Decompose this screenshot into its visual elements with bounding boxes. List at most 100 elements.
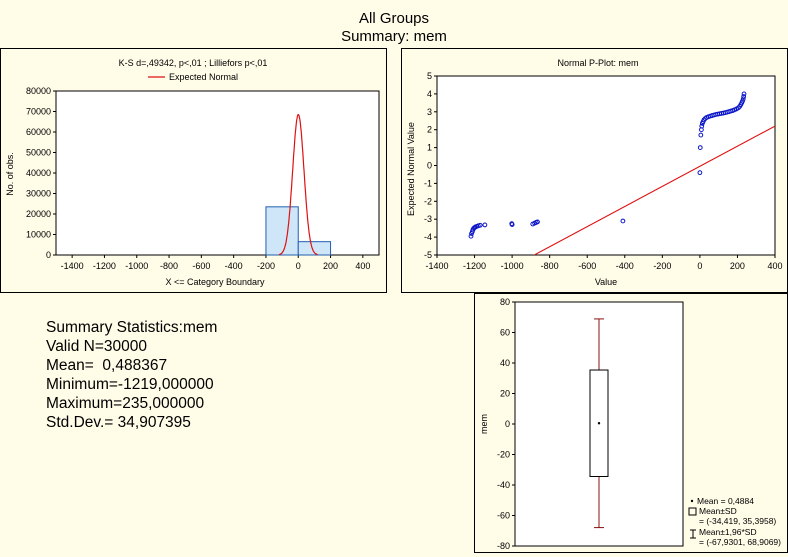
histogram-title: K-S d=,49342, p<,01 ; Lilliefors p<,01 xyxy=(119,58,268,68)
histogram-plot-area xyxy=(55,90,380,256)
histogram-bar xyxy=(297,241,332,256)
boxplot-box xyxy=(589,369,609,477)
pplot-y-tick-label: -1 xyxy=(424,178,432,188)
boxplot-y-tick-label: -40 xyxy=(497,480,510,490)
pplot-point xyxy=(697,170,703,176)
pplot-point xyxy=(509,221,515,227)
pplot-y-tick-label: 1 xyxy=(427,143,432,153)
summary-statistics: Summary Statistics:mem Valid N=30000 Mea… xyxy=(46,318,217,432)
summary-maximum: Maximum=235,000000 xyxy=(46,395,205,412)
pplot-x-tick-label: -1000 xyxy=(501,261,524,271)
summary-valid-n: Valid N=30000 xyxy=(46,338,147,355)
expected-normal-curve xyxy=(278,113,318,256)
legend-mean-196sd: Mean±1,96*SD xyxy=(699,527,757,537)
histogram-x-tick-label: -1400 xyxy=(61,261,84,271)
histogram-y-label: No. of obs. xyxy=(5,152,15,196)
pplot-x-tick-label: -1200 xyxy=(463,261,486,271)
legend-box-icon xyxy=(688,507,697,516)
histogram-x-tick-label: -800 xyxy=(160,261,178,271)
boxplot-y-tick-label: 0 xyxy=(505,419,510,429)
summary-stddev: Std.Dev.= 34,907395 xyxy=(46,414,191,431)
pplot-x-tick-label: -400 xyxy=(616,261,634,271)
pplot-point xyxy=(741,94,747,99)
histogram-y-tick-label: 60000 xyxy=(26,127,51,137)
pplot-y-tick-label: -3 xyxy=(424,214,432,224)
boxplot-y-tick-label: 60 xyxy=(500,328,510,338)
pplot-point xyxy=(482,222,488,228)
histogram-y-tick-label: 70000 xyxy=(26,107,51,117)
pplot-y-tick-label: -5 xyxy=(424,250,432,260)
histogram-x-tick-label: -1000 xyxy=(125,261,148,271)
pplot-y-tick-label: 0 xyxy=(427,161,432,171)
pplot-x-tick-label: -200 xyxy=(653,261,671,271)
pplot-point xyxy=(699,123,705,129)
boxplot-y-label: mem xyxy=(479,414,489,434)
boxplot-y-tick-label: -80 xyxy=(497,541,510,551)
histogram-y-tick-label: 10000 xyxy=(26,230,51,240)
legend-whisker-icon xyxy=(690,529,696,539)
pplot-point xyxy=(740,98,745,104)
boxplot-y-tick-label: -60 xyxy=(497,511,510,521)
pplot-panel[interactable]: Normal P-Plot: mem -5 -4 -3 -2 -1 0 1 2 3 4 5 -1400… xyxy=(401,48,788,293)
legend-mean-196sd-range: = (-67,9301, 68,9069) xyxy=(699,537,781,547)
boxplot-y-tick-label: 40 xyxy=(500,358,510,368)
pplot-title: Normal P-Plot: mem xyxy=(557,58,638,68)
pplot-y-tick-label: 5 xyxy=(427,71,432,81)
histogram-x-label: X <= Category Boundary xyxy=(165,277,265,287)
histogram-y-tick-label: 50000 xyxy=(26,148,51,158)
histogram-chart: K-S d=,49342, p<,01 ; Lilliefors p<,01 E… xyxy=(5,58,380,287)
histogram-y-tick-label: 30000 xyxy=(26,189,51,199)
histogram-x-tick-label: -1200 xyxy=(93,261,116,271)
pplot-x-tick-label: -600 xyxy=(578,261,596,271)
pplot-x-label: Value xyxy=(595,277,617,287)
histogram-x-tick-label: 0 xyxy=(296,261,301,271)
boxplot-y-tick-label: -20 xyxy=(497,450,510,460)
boxplot-panel[interactable]: -80 -60 -40 -20 0 20 40 60 80 mem Mean = 0,4884 … xyxy=(474,293,788,553)
boxplot-mean-point xyxy=(597,422,601,425)
legend-mean: Mean = 0,4884 xyxy=(697,496,754,506)
histogram-y-tick-label: 80000 xyxy=(26,86,51,96)
legend-mean-sd: Mean±SD xyxy=(699,506,737,516)
pplot-x-tick-label: -1400 xyxy=(425,261,448,271)
histogram-x-tick-label: 400 xyxy=(355,261,370,271)
legend-mean-dot-icon xyxy=(690,499,694,503)
pplot-point xyxy=(477,222,483,228)
histogram-x-tick-label: -600 xyxy=(192,261,210,271)
page-subtitle: Summary: mem xyxy=(341,28,447,45)
histogram-panel[interactable]: K-S d=,49342, p<,01 ; Lilliefors p<,01 E… xyxy=(0,48,387,293)
pplot-point xyxy=(741,91,747,97)
histogram-y-tick-label: 0 xyxy=(46,250,51,260)
pplot-x-tick-label: -800 xyxy=(541,261,559,271)
pplot-y-tick-label: -2 xyxy=(424,196,432,206)
pplot-point xyxy=(698,132,704,138)
boxplot-y-tick-label: 80 xyxy=(500,297,510,307)
histogram-x-tick-label: -400 xyxy=(225,261,243,271)
pplot-x-tick-label: 200 xyxy=(730,261,745,271)
summary-minimum: Minimum=-1219,000000 xyxy=(46,376,214,393)
summary-heading: Summary Statistics:mem xyxy=(46,319,218,336)
pplot-chart: Normal P-Plot: mem -5 -4 -3 -2 -1 0 1 2 3 4 5 -1400… xyxy=(406,58,783,287)
pplot-point xyxy=(740,96,746,102)
pplot-x-tick-label: 0 xyxy=(697,261,702,271)
summary-mean: Mean= 0,488367 xyxy=(46,357,168,374)
legend-mean-sd-range: = (-34,419, 35,3958) xyxy=(699,516,776,526)
pplot-point xyxy=(697,145,703,150)
pplot-y-tick-label: 4 xyxy=(427,89,432,99)
pplot-plot-area xyxy=(436,75,776,256)
histogram-x-tick-label: 200 xyxy=(323,261,338,271)
pplot-y-label: Expected Normal Value xyxy=(406,122,416,216)
pplot-y-tick-label: -4 xyxy=(424,232,432,242)
pplot-reference-line xyxy=(533,125,775,255)
pplot-y-tick-label: 3 xyxy=(427,107,432,117)
pplot-y-tick-label: 2 xyxy=(427,125,432,135)
histogram-y-tick-label: 20000 xyxy=(26,209,51,219)
histogram-bar xyxy=(265,206,299,256)
histogram-x-tick-label: -200 xyxy=(257,261,275,271)
histogram-y-tick-label: 40000 xyxy=(26,168,51,178)
pplot-x-tick-label: 400 xyxy=(767,261,782,271)
pplot-point xyxy=(535,219,540,225)
page-title: All Groups xyxy=(358,10,430,27)
pplot-point xyxy=(620,218,626,224)
pplot-point xyxy=(468,233,474,239)
